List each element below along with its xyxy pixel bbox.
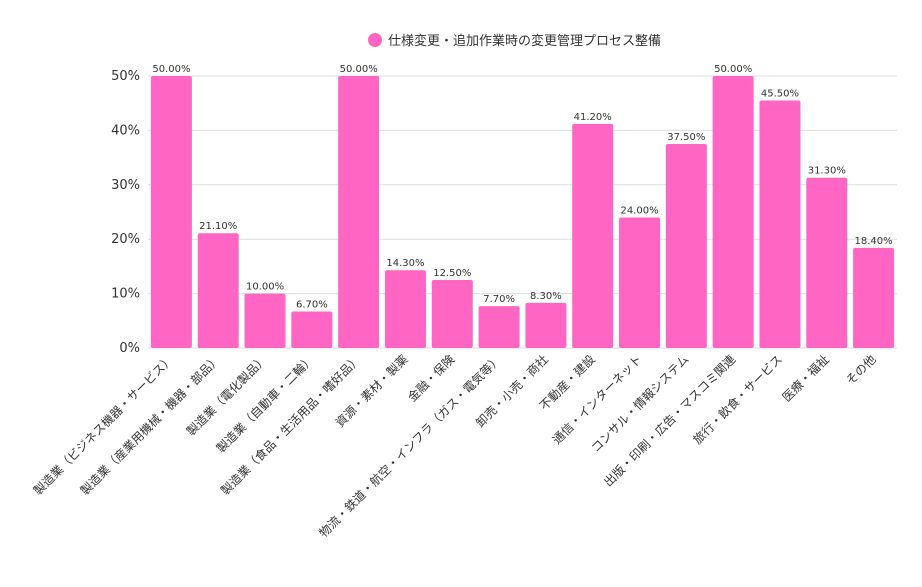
- x-tick-label: 旅行・飲食・サービス: [690, 352, 785, 447]
- data-label: 50.00%: [714, 64, 752, 75]
- y-axis: 0% 10% 20% 30% 40% 50%: [111, 69, 140, 356]
- bar: [150, 76, 192, 348]
- bar: [806, 177, 848, 348]
- bars: [150, 76, 895, 348]
- y-tick-label: 10%: [111, 287, 140, 302]
- data-label: 6.70%: [296, 300, 328, 311]
- data-label: 24.00%: [620, 205, 658, 216]
- x-tick-label: その他: [843, 352, 878, 387]
- data-label: 50.00%: [340, 64, 378, 75]
- x-tick-label: 通信・インターネット: [550, 352, 645, 447]
- bar: [525, 302, 567, 348]
- legend-swatch: [368, 33, 382, 47]
- y-tick-label: 50%: [111, 69, 140, 84]
- y-tick-label: 30%: [111, 178, 140, 193]
- data-label: 10.00%: [246, 282, 284, 293]
- legend-label: 仕様変更・追加作業時の変更管理プロセス整備: [388, 33, 661, 49]
- data-label: 14.30%: [386, 258, 424, 269]
- bar: [244, 293, 286, 348]
- bar: [291, 311, 333, 348]
- x-axis: 製造業（ビジネス機器・サービス）製造業（産業用機械・機器・部品）製造業（電化製品…: [30, 352, 879, 541]
- y-tick-label: 20%: [111, 232, 140, 247]
- x-tick-label: 医療・福祉: [779, 352, 832, 405]
- bar: [338, 76, 380, 348]
- data-label: 31.30%: [808, 166, 846, 177]
- bar: [665, 144, 707, 348]
- data-label: 21.10%: [199, 221, 237, 232]
- data-label: 41.20%: [574, 112, 612, 123]
- bar: [853, 247, 895, 348]
- data-label: 7.70%: [483, 294, 515, 305]
- data-label: 12.50%: [433, 268, 471, 279]
- x-tick-label: 製造業（電化製品）: [184, 352, 270, 438]
- data-label: 45.50%: [761, 88, 799, 99]
- data-label: 37.50%: [667, 132, 705, 143]
- bar: [619, 217, 661, 348]
- bar: [712, 76, 754, 348]
- data-label: 50.00%: [152, 64, 190, 75]
- bar: [478, 306, 520, 348]
- bar: [384, 270, 426, 348]
- data-labels: 50.00% 21.10% 10.00% 6.70% 50.00% 14.30% 12.50…: [152, 64, 892, 311]
- bar: [431, 280, 473, 348]
- data-label: 18.40%: [855, 236, 893, 247]
- bar: [197, 233, 239, 348]
- legend: 仕様変更・追加作業時の変更管理プロセス整備: [368, 33, 661, 49]
- bar: [759, 100, 801, 348]
- y-tick-label: 0%: [119, 341, 140, 356]
- bar: [572, 123, 614, 348]
- y-tick-label: 40%: [111, 123, 140, 138]
- data-label: 8.30%: [530, 291, 562, 302]
